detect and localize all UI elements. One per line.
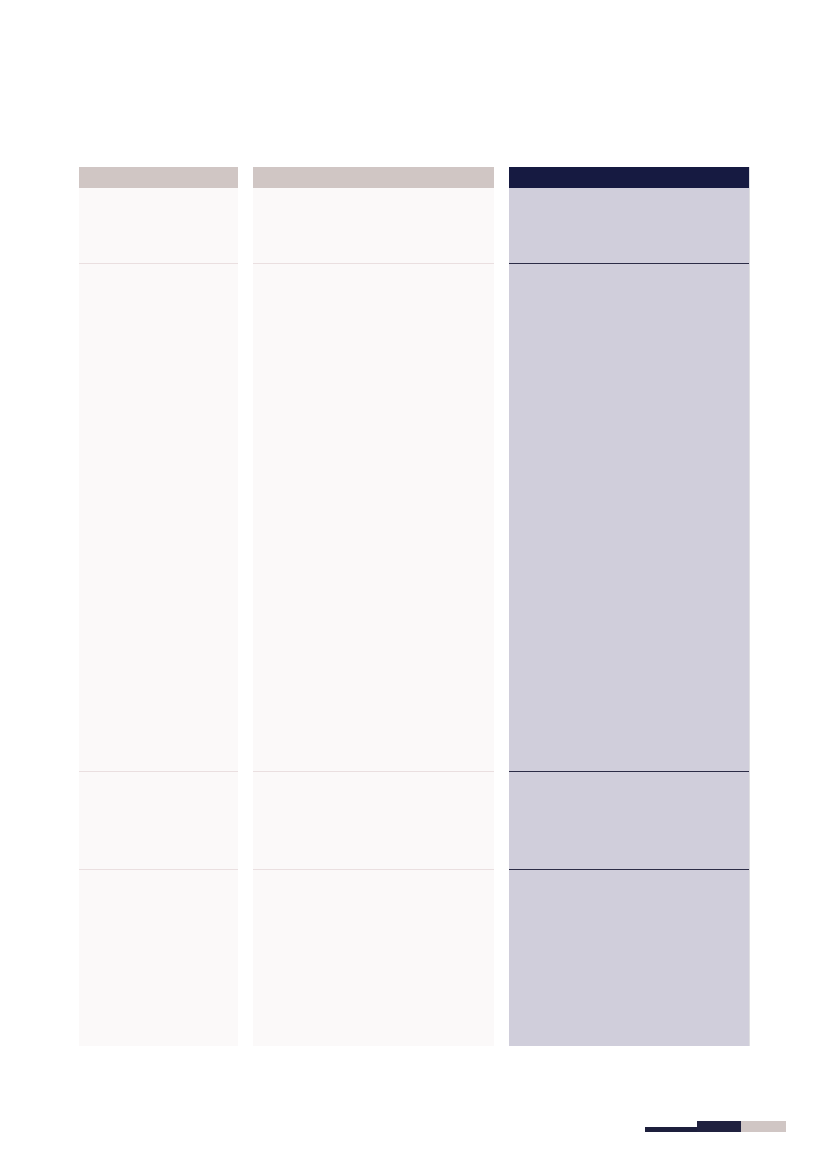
column-three-body bbox=[509, 188, 749, 1046]
column-three-header bbox=[509, 167, 749, 188]
table-cell bbox=[509, 771, 749, 869]
footer-mark bbox=[645, 1119, 787, 1133]
table-cell bbox=[79, 771, 238, 869]
table-cell bbox=[79, 263, 238, 771]
table-column-three-highlighted bbox=[509, 167, 750, 1046]
table-cell bbox=[79, 188, 238, 263]
table-cell bbox=[509, 869, 749, 1046]
footer-swatch bbox=[741, 1121, 786, 1132]
column-two-header bbox=[253, 167, 494, 188]
table-cell bbox=[79, 869, 238, 1046]
table-cell bbox=[253, 188, 494, 263]
table-column-two bbox=[253, 167, 494, 1046]
table-cell bbox=[253, 869, 494, 1046]
column-one-header bbox=[79, 167, 238, 188]
column-one-body bbox=[79, 188, 238, 1046]
table-cell bbox=[253, 263, 494, 771]
column-two-body bbox=[253, 188, 494, 1046]
table-cell bbox=[509, 188, 749, 263]
table-cell bbox=[509, 263, 749, 771]
comparison-table bbox=[79, 167, 750, 1046]
footer-rule bbox=[645, 1127, 697, 1132]
table-cell bbox=[253, 771, 494, 869]
table-column-one bbox=[79, 167, 238, 1046]
footer-block bbox=[697, 1121, 741, 1132]
